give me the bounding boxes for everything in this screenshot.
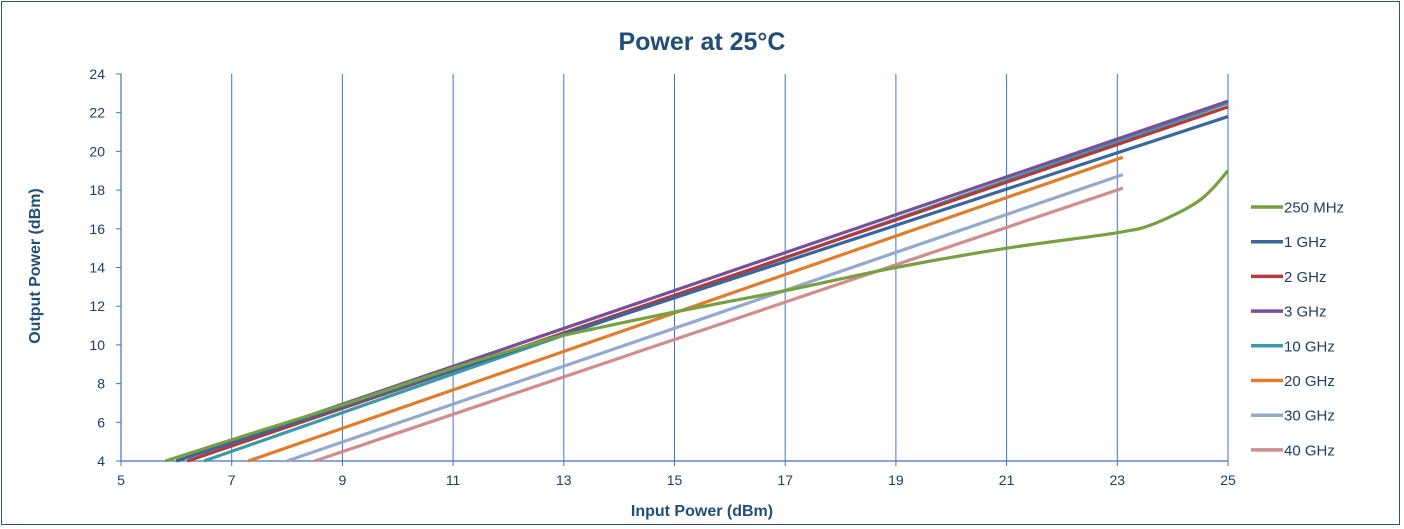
- x-tick-label: 23: [1110, 472, 1126, 488]
- legend-label-3-ghz: 3 GHz: [1284, 304, 1327, 321]
- grid-lines: [231, 74, 1229, 461]
- x-tick-label: 25: [1220, 472, 1236, 488]
- x-tick-label: 17: [777, 472, 793, 488]
- y-tick-label: 14: [89, 260, 105, 276]
- series-lines: [164, 99, 1230, 463]
- legend-label-2-ghz: 2 GHz: [1284, 269, 1327, 286]
- x-tick-label: 11: [446, 472, 461, 488]
- y-tick-label: 22: [89, 105, 105, 121]
- legend-label-20-ghz: 20 GHz: [1284, 373, 1335, 390]
- series-line-1-ghz: [175, 115, 1229, 463]
- y-tick-label: 10: [89, 337, 105, 353]
- x-tick-label: 5: [117, 472, 125, 488]
- y-tick-label: 4: [97, 453, 105, 469]
- series-line-30-ghz: [286, 173, 1124, 463]
- y-tick-label: 16: [89, 221, 105, 237]
- x-tick-label: 19: [888, 472, 904, 488]
- series-line-2-ghz: [186, 105, 1229, 463]
- x-tick-label: 15: [667, 472, 683, 488]
- x-tick-label: 9: [339, 472, 347, 488]
- legend-label-250-mhz: 250 MHz: [1284, 200, 1344, 217]
- x-axis-label: Input Power (dBm): [630, 503, 774, 520]
- y-tick-label: 6: [97, 414, 105, 430]
- series-line-40-ghz: [314, 186, 1124, 463]
- legend-label-30-ghz: 30 GHz: [1284, 408, 1335, 425]
- axes: [116, 73, 1229, 466]
- x-tick-label: 13: [556, 472, 572, 488]
- y-tick-label: 18: [89, 182, 105, 198]
- x-tick-labels: 5 7 9 11 13 15 17 19 21 23 25: [117, 472, 1236, 488]
- y-tick-label: 20: [89, 143, 105, 159]
- chart-title: Power at 25°C: [618, 28, 786, 56]
- y-tick-label: 24: [89, 66, 105, 82]
- legend-label-1-ghz: 1 GHz: [1284, 234, 1327, 251]
- legend-label-10-ghz: 10 GHz: [1284, 338, 1335, 355]
- y-tick-label: 12: [89, 298, 105, 314]
- series-line-250-mhz: [164, 169, 1230, 463]
- x-tick-label: 21: [999, 472, 1015, 488]
- legend: 250 MHz 1 GHz 2 GHz 3 GHz 10 GHz 20 GHz 30 GHz…: [1251, 200, 1344, 459]
- x-tick-label: 7: [228, 472, 236, 488]
- y-tick-label: 8: [97, 376, 105, 392]
- y-tick-labels: 4 6 8 10 12 14 16 18 20 22 24: [89, 66, 105, 469]
- legend-label-40-ghz: 40 GHz: [1284, 442, 1335, 459]
